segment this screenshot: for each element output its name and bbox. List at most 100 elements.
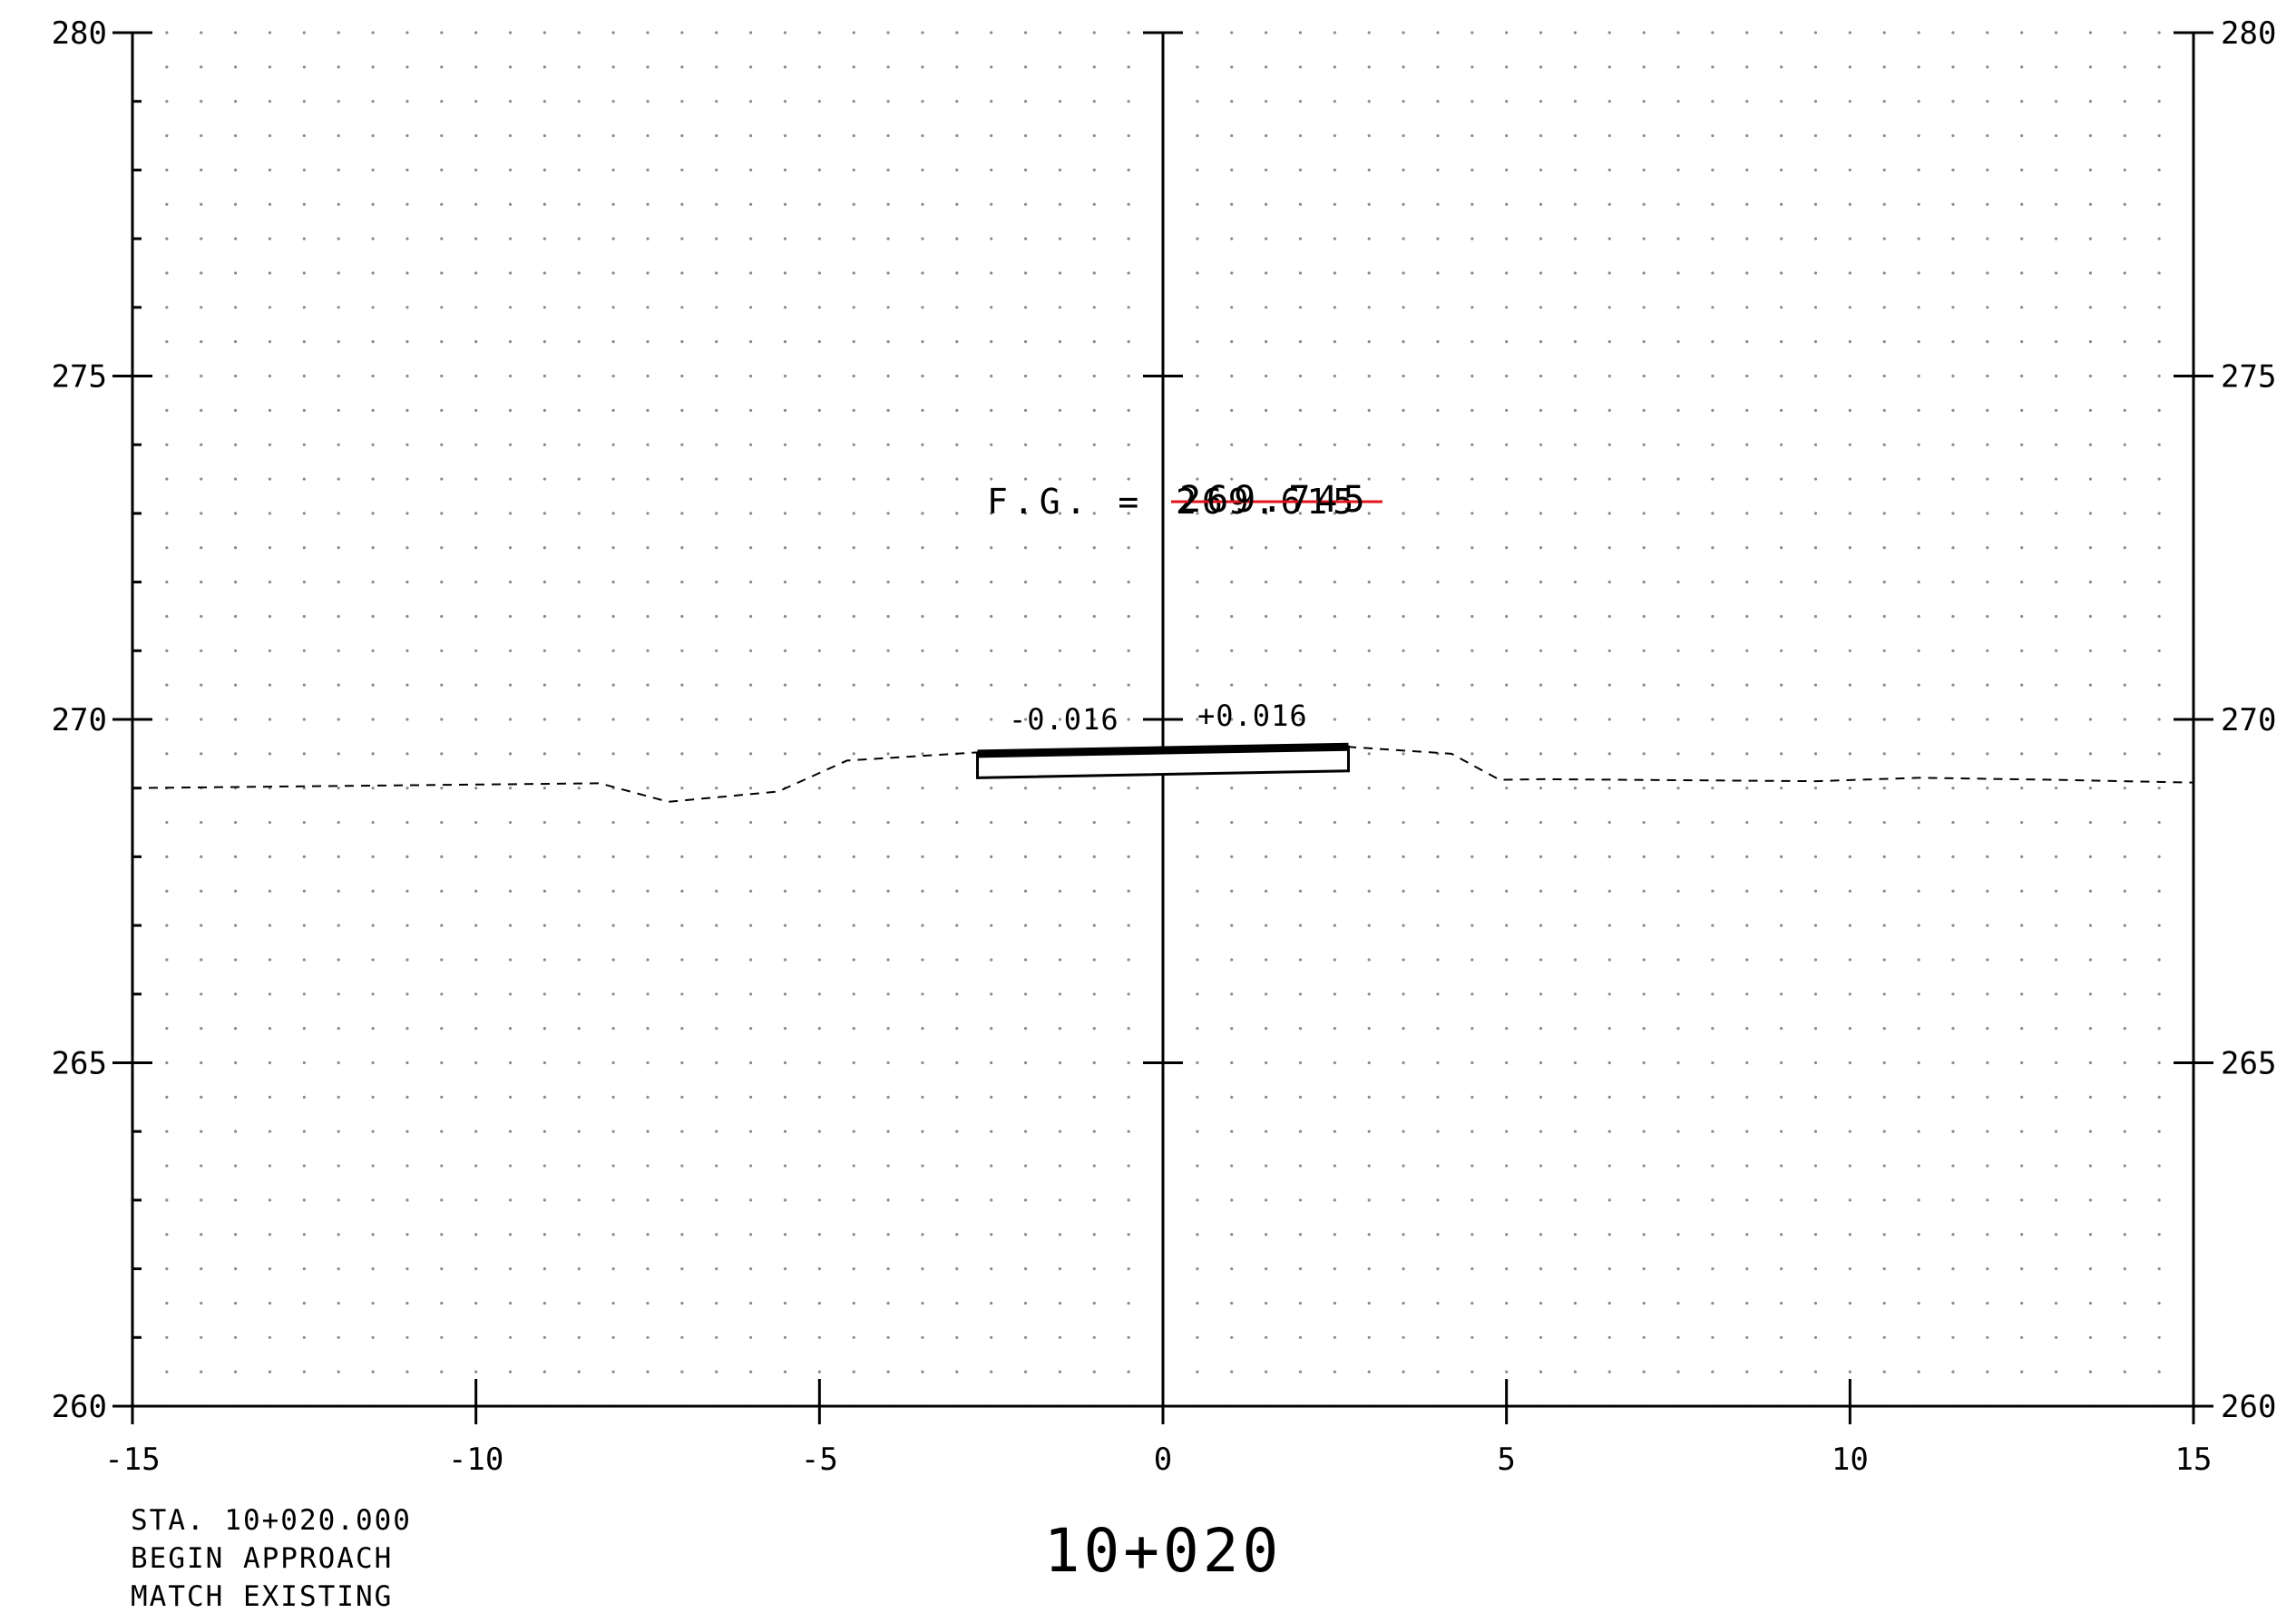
grid-dot [371,820,375,825]
grid-dot [852,100,855,103]
grid-dot [1951,546,1955,550]
grid-dot [1813,1301,1818,1305]
grid-dot [200,408,203,412]
grid-dot [405,581,409,584]
grid-dot [783,683,787,687]
grid-dot [371,31,375,34]
grid-dot [1333,512,1336,515]
grid-dot [715,752,718,756]
grid-dot [474,408,478,412]
grid-dot [2123,443,2126,446]
grid-dot [2157,133,2161,138]
grid-dot [1298,65,1303,69]
grid-dot [1951,958,1955,962]
grid-dot [577,581,581,584]
grid-dot [1402,443,1405,446]
grid-dot [1780,855,1783,859]
grid-dot [749,1301,753,1305]
grid-dot [680,614,684,619]
grid-dot [1813,958,1818,962]
grid-dot [1436,512,1440,515]
grid-dot [371,958,375,962]
grid-dot [680,889,684,893]
grid-dot [1676,718,1680,721]
grid-dot [577,443,581,446]
grid-dot [1092,855,1096,859]
grid-dot [1023,992,1028,996]
grid-dot [1745,820,1749,825]
grid-dot [2123,581,2126,584]
grid-dot [1058,649,1061,652]
grid-dot [1092,202,1096,206]
grid-dot [2123,649,2126,652]
grid-dot [1607,787,1611,790]
grid-dot [1676,443,1680,446]
grid-dot [337,1233,340,1237]
grid-dot [2020,408,2024,412]
grid-dot [817,820,821,825]
grid-dot [749,374,753,378]
grid-dot [1813,271,1818,275]
grid-dot [749,683,753,687]
grid-dot [1745,65,1749,69]
grid-dot [2123,202,2126,206]
grid-dot [817,340,821,344]
grid-dot [1436,683,1440,687]
grid-dot [1986,787,1989,790]
grid-dot [990,1061,993,1065]
grid-dot [508,614,513,619]
grid-dot [1127,1335,1130,1339]
grid-dot [1711,718,1715,721]
grid-dot [1505,683,1509,687]
grid-dot [234,1164,238,1168]
grid-dot [1917,992,1920,996]
grid-dot [1265,202,1268,206]
grid-dot [1436,614,1440,619]
grid-dot [1127,237,1130,240]
grid-dot [1333,1198,1336,1202]
grid-dot [1711,1233,1715,1237]
grid-dot [715,443,718,446]
grid-dot [2020,614,2024,619]
grid-dot [646,1267,650,1271]
grid-dot [1298,958,1303,962]
grid-dot [200,133,203,138]
grid-dot [234,237,238,240]
grid-dot [2020,168,2024,171]
grid-dot [2088,958,2092,962]
grid-dot [371,1233,375,1237]
grid-dot [1092,889,1096,893]
grid-dot [749,820,753,825]
grid-dot [2157,1164,2161,1168]
grid-dot [1436,581,1440,584]
grid-dot [1642,1198,1646,1202]
grid-dot [337,1335,340,1339]
grid-dot [1230,1335,1234,1339]
grid-dot [2054,752,2058,756]
grid-dot [1607,1129,1611,1133]
grid-dot [2123,512,2126,515]
grid-dot [1539,100,1543,103]
grid-dot [1402,1370,1405,1373]
grid-dot [1127,683,1130,687]
grid-dot [474,546,478,550]
grid-dot [1780,1198,1783,1202]
grid-dot [1951,1061,1955,1065]
grid-dot [1607,889,1611,893]
grid-dot [2054,1335,2058,1339]
grid-dot [2020,1164,2024,1168]
grid-dot [1642,443,1646,446]
grid-dot [2157,1267,2161,1271]
grid-dot [1230,1027,1234,1031]
grid-dot [1813,889,1818,893]
grid-dot [542,512,547,515]
grid-dot [200,958,203,962]
grid-dot [1848,1335,1851,1339]
grid-dot [1848,168,1851,171]
grid-dot [1505,168,1509,171]
grid-dot [1333,855,1336,859]
grid-dot [1642,1335,1646,1339]
grid-dot [1470,820,1474,825]
grid-dot [302,202,306,206]
grid-dot [1230,65,1234,69]
